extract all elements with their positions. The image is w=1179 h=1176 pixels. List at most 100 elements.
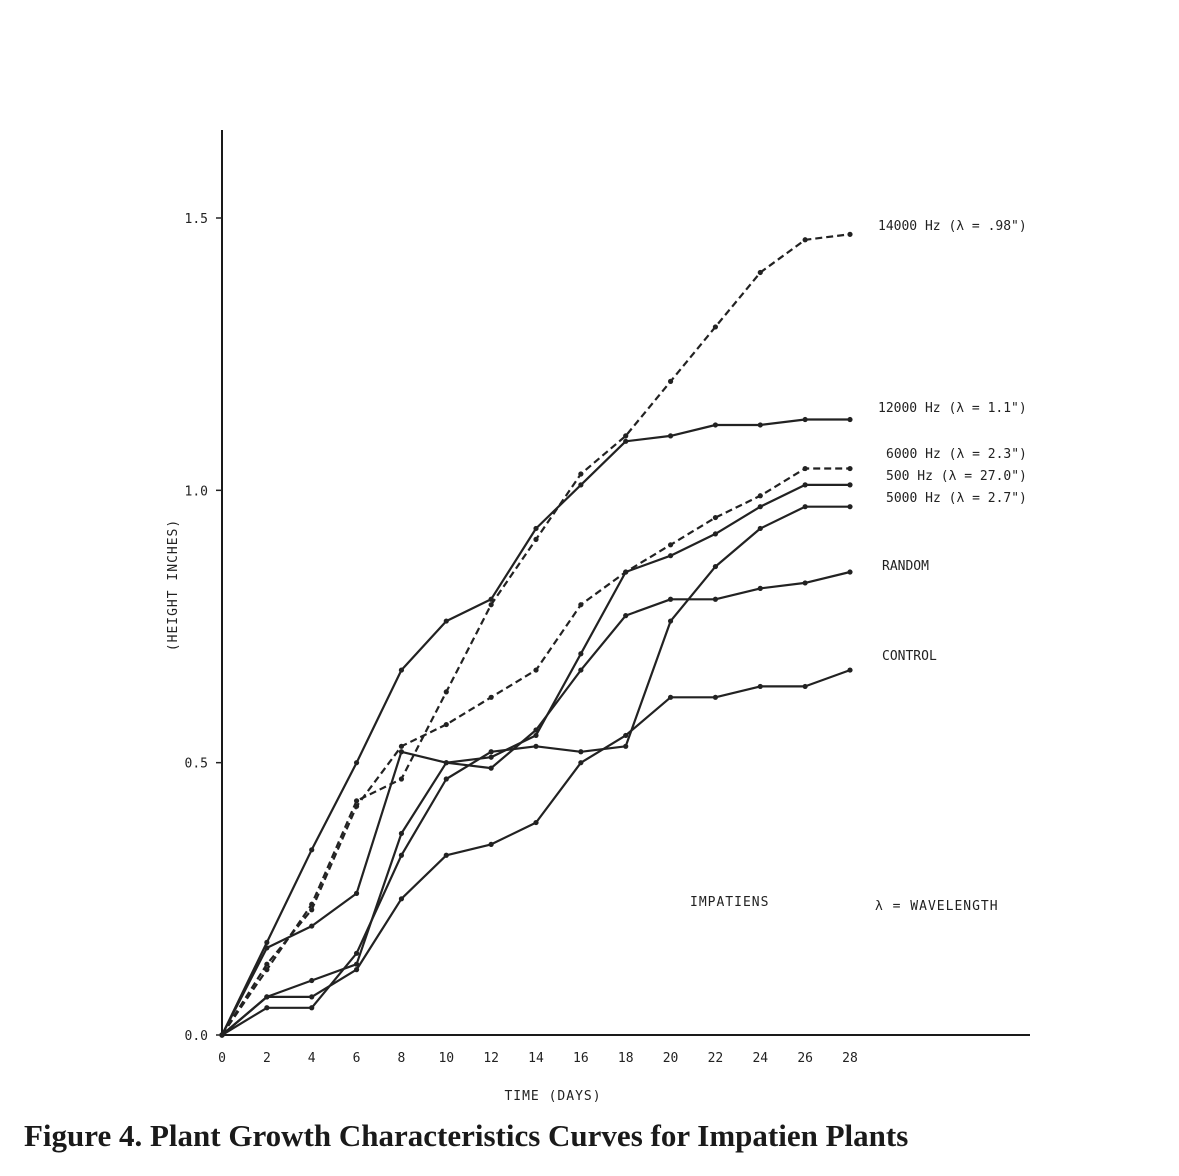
series-label: 14000 Hz (λ = .98") bbox=[878, 219, 1027, 234]
data-point bbox=[667, 596, 674, 602]
data-point bbox=[847, 667, 853, 673]
data-point bbox=[847, 465, 853, 472]
data-point bbox=[757, 525, 763, 532]
series-7 bbox=[219, 667, 853, 1038]
data-point bbox=[264, 961, 270, 967]
x-tick-label: 28 bbox=[842, 1051, 858, 1066]
y-tick-label: 1.5 bbox=[185, 212, 208, 227]
data-point bbox=[623, 613, 629, 619]
data-point bbox=[667, 542, 674, 548]
data-point bbox=[488, 596, 494, 602]
data-point bbox=[443, 689, 449, 695]
data-point bbox=[533, 732, 539, 739]
data-point bbox=[353, 961, 360, 967]
data-point bbox=[757, 422, 763, 428]
data-point bbox=[623, 743, 629, 749]
data-point bbox=[488, 841, 494, 847]
y-axis-label: (HEIGHT INCHES) bbox=[166, 519, 181, 651]
data-point bbox=[623, 433, 629, 439]
data-point bbox=[712, 596, 719, 602]
data-point bbox=[309, 847, 315, 853]
x-tick-label: 12 bbox=[483, 1051, 499, 1066]
data-point bbox=[578, 651, 584, 657]
data-point bbox=[533, 667, 539, 673]
series-label: RANDOM bbox=[882, 559, 929, 574]
data-point bbox=[398, 852, 405, 858]
y-ticks: 0.0 0.5 1.0 1.5 bbox=[185, 212, 222, 1044]
data-point bbox=[398, 749, 405, 755]
data-point bbox=[578, 749, 584, 755]
series-line bbox=[221, 467, 850, 1036]
data-point bbox=[757, 585, 763, 591]
data-point bbox=[398, 667, 405, 673]
data-point bbox=[488, 694, 494, 700]
data-point bbox=[578, 482, 584, 488]
data-point bbox=[578, 602, 584, 608]
y-tick-label: 0.0 bbox=[185, 1029, 208, 1044]
series-line bbox=[221, 233, 851, 1036]
data-point bbox=[398, 743, 405, 749]
series-3 bbox=[219, 465, 853, 1038]
data-point bbox=[757, 683, 763, 690]
data-point bbox=[353, 890, 360, 896]
annotation-plant: IMPATIENS bbox=[690, 895, 769, 910]
data-point bbox=[353, 803, 360, 809]
data-point bbox=[309, 923, 315, 929]
series-line bbox=[221, 505, 850, 1036]
x-tick-label: 20 bbox=[663, 1051, 679, 1066]
data-point bbox=[623, 438, 629, 444]
series-6 bbox=[219, 569, 853, 1038]
data-point bbox=[757, 269, 763, 276]
data-point bbox=[398, 896, 405, 902]
y-tick-label: 1.0 bbox=[185, 484, 208, 499]
x-tick-label: 4 bbox=[308, 1051, 316, 1066]
data-point bbox=[757, 493, 763, 499]
data-point bbox=[264, 1005, 270, 1011]
data-point bbox=[264, 939, 270, 946]
x-tick-label: 8 bbox=[398, 1051, 406, 1066]
x-tick-label: 2 bbox=[263, 1051, 271, 1066]
series-1 bbox=[219, 231, 853, 1038]
series-5 bbox=[219, 504, 853, 1038]
data-point bbox=[667, 378, 674, 384]
data-point bbox=[847, 482, 853, 488]
data-point bbox=[847, 416, 853, 423]
x-tick-label: 0 bbox=[218, 1051, 226, 1066]
data-point bbox=[533, 743, 539, 749]
data-point bbox=[712, 324, 719, 330]
series-label: 5000 Hz (λ = 2.7") bbox=[886, 491, 1027, 506]
data-point bbox=[802, 580, 808, 586]
series-label: CONTROL bbox=[882, 649, 937, 664]
axes bbox=[221, 130, 1030, 1036]
data-point bbox=[533, 727, 539, 733]
series-2 bbox=[219, 416, 853, 1038]
data-point bbox=[353, 950, 360, 956]
data-point bbox=[802, 465, 808, 472]
data-point bbox=[264, 994, 270, 1000]
data-point bbox=[847, 569, 853, 575]
data-point bbox=[309, 994, 315, 1000]
series-label: 6000 Hz (λ = 2.3") bbox=[886, 447, 1027, 462]
data-point bbox=[757, 504, 763, 510]
series-labels: 14000 Hz (λ = .98") 12000 Hz (λ = 1.1") 60… bbox=[878, 219, 1027, 664]
data-point bbox=[353, 798, 360, 804]
data-point bbox=[309, 1005, 315, 1011]
series-line bbox=[221, 483, 850, 1036]
data-point bbox=[802, 482, 808, 488]
series-line bbox=[221, 570, 851, 1036]
data-point bbox=[667, 694, 674, 700]
series-4 bbox=[219, 482, 853, 1038]
x-tick-label: 14 bbox=[528, 1051, 544, 1066]
data-point bbox=[264, 945, 270, 951]
data-point bbox=[488, 754, 494, 760]
data-point bbox=[847, 231, 853, 237]
data-point bbox=[802, 416, 808, 423]
data-point bbox=[578, 667, 584, 673]
data-point bbox=[353, 967, 360, 973]
x-ticks: 0 2 4 6 8 10 12 14 16 18 20 22 24 26 28 bbox=[218, 1051, 858, 1066]
data-point bbox=[623, 569, 629, 575]
data-point bbox=[533, 525, 539, 532]
series-line bbox=[221, 669, 851, 1036]
x-tick-label: 16 bbox=[573, 1051, 589, 1066]
data-point bbox=[802, 237, 808, 243]
